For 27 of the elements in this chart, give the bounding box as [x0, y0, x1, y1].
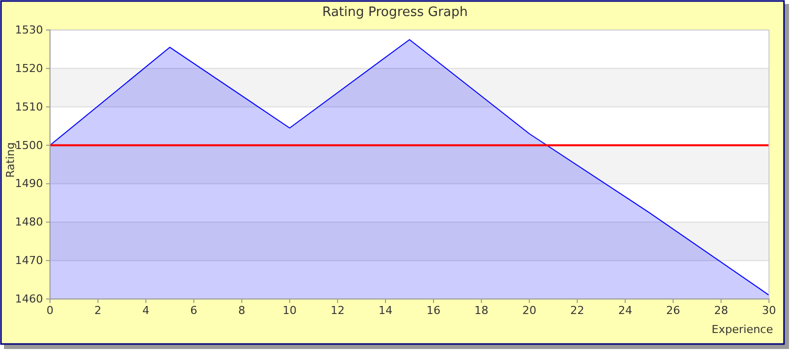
x-tick-label: 6 [190, 304, 198, 317]
y-tick-label: 1510 [15, 100, 43, 114]
y-tick-label: 1500 [15, 138, 43, 152]
x-tick-label: 2 [94, 304, 102, 317]
x-tick-label: 10 [282, 304, 297, 317]
y-tick-label: 1460 [15, 292, 43, 306]
x-tick-label: 14 [378, 304, 393, 317]
x-axis-title: Experience [712, 323, 774, 336]
y-tick-label: 1520 [15, 62, 43, 75]
x-tick-label: 24 [618, 304, 632, 317]
x-tick-label: 12 [330, 304, 345, 317]
y-tick-label: 1470 [15, 254, 43, 268]
x-tick-label: 28 [714, 304, 728, 317]
x-tick-label: 22 [570, 304, 584, 317]
x-tick-label: 26 [666, 304, 680, 317]
y-tick-label: 1490 [15, 177, 43, 190]
x-tick-label: 30 [762, 304, 776, 317]
x-tick-label: 18 [474, 304, 488, 317]
x-tick-label: 16 [426, 304, 440, 317]
chart-title: Rating Progress Graph [322, 5, 468, 20]
y-tick-label: 1530 [15, 24, 43, 37]
x-tick-label: 8 [238, 304, 246, 317]
x-tick-label: 20 [522, 304, 536, 317]
x-tick-label: 0 [46, 304, 54, 317]
x-tick-label: 4 [142, 304, 150, 317]
y-axis-title: Rating [4, 142, 17, 178]
y-tick-label: 1480 [15, 216, 43, 229]
